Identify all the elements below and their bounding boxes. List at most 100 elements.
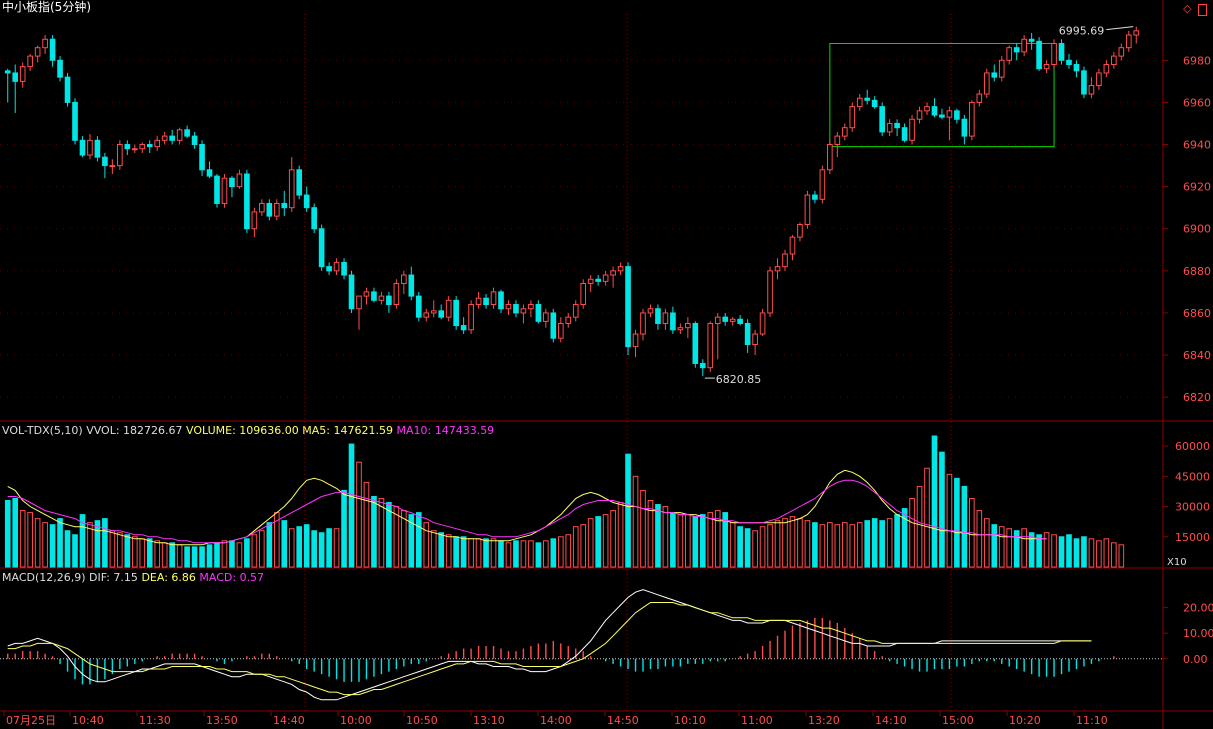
volume-bar	[109, 530, 116, 568]
volume-bar	[408, 514, 415, 568]
volume-bar	[356, 461, 362, 568]
volume-bar	[266, 522, 273, 568]
candle-body	[886, 122, 893, 133]
candle-body	[969, 101, 975, 137]
volume-bar	[1118, 544, 1125, 568]
volume-bar	[625, 453, 631, 568]
candle-body	[475, 297, 482, 306]
candle-body	[244, 173, 250, 230]
candle-body	[199, 144, 205, 171]
volume-bar	[378, 497, 385, 568]
candle-body	[1036, 40, 1042, 70]
volume-bar	[752, 530, 758, 568]
candle-body	[438, 310, 445, 318]
candle-body	[871, 99, 878, 108]
volume-bar	[1028, 532, 1035, 568]
vol-unit-label: X10	[1167, 557, 1187, 568]
candle-body	[1133, 30, 1140, 36]
candle-body	[931, 106, 938, 116]
volume-bar	[303, 524, 310, 568]
candle-body	[767, 270, 773, 314]
volume-bar	[475, 538, 482, 568]
candle-body	[707, 322, 714, 369]
volume-bar	[729, 522, 736, 568]
volume-bar	[841, 522, 848, 568]
volume-bar	[699, 514, 706, 568]
candle-body	[580, 282, 587, 306]
candle-body	[356, 295, 362, 310]
candle-body	[1111, 55, 1117, 66]
candle-body	[1088, 85, 1095, 95]
candle-body	[273, 202, 280, 217]
candle-body	[901, 127, 908, 141]
price-axis-label: 6840	[1183, 349, 1211, 362]
volume-bar	[774, 520, 781, 568]
candle-body	[483, 297, 489, 306]
candle-body	[169, 135, 175, 141]
volume-bar	[1096, 540, 1102, 568]
volume-axis-label: 15000	[1175, 531, 1210, 544]
candle-body	[647, 308, 654, 314]
volume-bar	[528, 540, 534, 568]
volume-bar	[998, 526, 1005, 568]
candle-body	[19, 66, 26, 82]
x-axis-label: 14:40	[273, 714, 305, 727]
price-axis-label: 6860	[1183, 307, 1211, 320]
candle-body	[221, 177, 228, 204]
x-axis-label: 14:00	[540, 714, 572, 727]
candle-body	[326, 266, 332, 272]
candle-body	[1013, 47, 1020, 53]
volume-bar	[1066, 534, 1072, 568]
candle-body	[640, 312, 646, 335]
candle-body	[1006, 47, 1013, 61]
volume-bar	[348, 443, 355, 568]
price-axis-label: 6900	[1183, 223, 1211, 236]
candle-body	[79, 139, 86, 156]
x-axis-label: 14:10	[875, 714, 907, 727]
candle-body	[946, 110, 953, 118]
volume-bar	[363, 481, 370, 568]
volume-bar	[916, 485, 923, 568]
volume-bar	[430, 530, 437, 568]
volume-bar	[1051, 534, 1057, 568]
candle-body	[1125, 34, 1132, 49]
candle-body	[625, 266, 631, 348]
candle-body	[587, 278, 594, 284]
volume-bar	[849, 524, 856, 568]
volume-bar	[856, 522, 863, 568]
vol-legend-vvol: VVOL: 182726.67	[86, 424, 183, 437]
volume-bar	[879, 520, 885, 568]
volume-bar	[864, 520, 871, 568]
candle-body	[610, 270, 616, 276]
volume-bar	[244, 538, 250, 568]
candle-body	[1066, 59, 1072, 66]
volume-bar	[931, 435, 938, 568]
volume-bar	[617, 502, 624, 568]
macd-axis-label: 0.00	[1183, 653, 1208, 666]
candle-body	[812, 194, 818, 200]
candle-body	[72, 101, 78, 141]
volume-bar	[909, 497, 915, 568]
highlight-box	[829, 42, 1055, 148]
candle-body	[415, 295, 422, 318]
candle-body	[670, 312, 676, 331]
candle-body	[722, 316, 729, 322]
volume-bar	[976, 510, 983, 568]
candle-body	[677, 327, 684, 331]
x-axis-label: 10:50	[406, 714, 438, 727]
x-axis-label: 13:10	[473, 714, 505, 727]
diamond-icon[interactable]: ◇	[1183, 2, 1192, 15]
volume-bar	[901, 508, 908, 568]
candle-body	[976, 93, 983, 103]
candle-body	[460, 325, 467, 331]
candle-body	[4, 70, 11, 74]
volume-bar	[296, 526, 303, 568]
volume-bar	[670, 512, 676, 568]
volume-bar	[767, 524, 773, 568]
candle-body	[34, 47, 41, 57]
candle-body	[819, 169, 826, 200]
candle-body	[371, 291, 377, 301]
candle-body	[961, 118, 968, 137]
volume-bar	[954, 477, 960, 568]
